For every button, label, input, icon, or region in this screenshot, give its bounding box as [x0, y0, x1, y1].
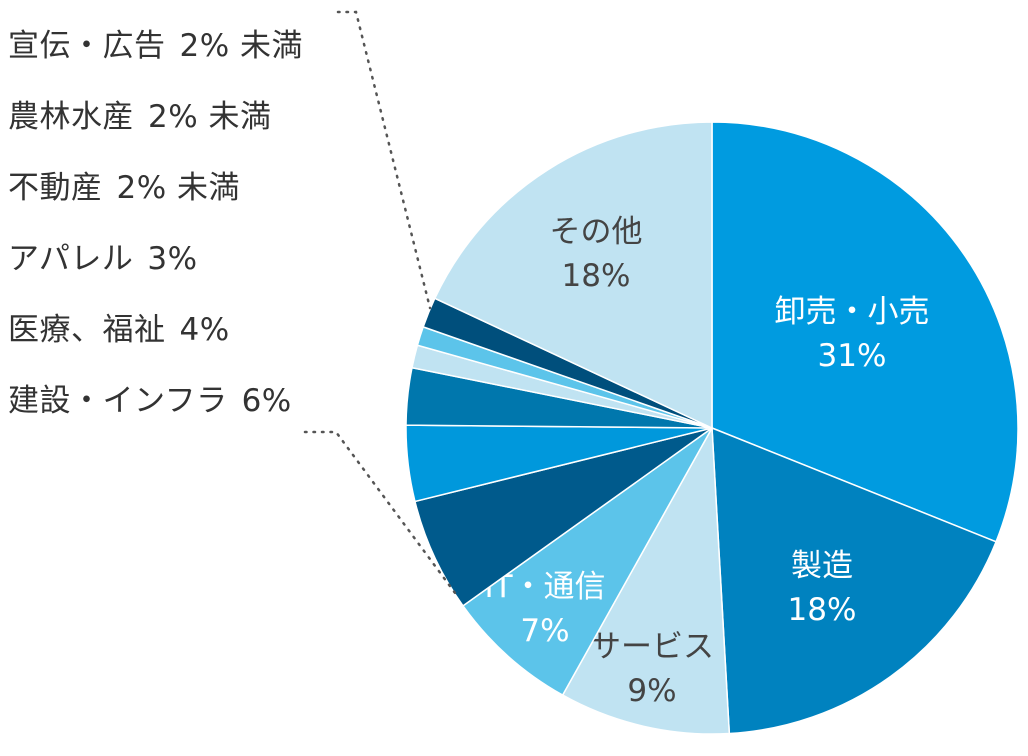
side-legend-item: 宣伝・広告 2% 未満	[8, 20, 303, 65]
slice-label: 製造 18%	[788, 548, 857, 628]
side-legend-value: 6%	[241, 383, 292, 419]
pie-slice	[461, 427, 713, 697]
slice-label-value: 9%	[627, 673, 676, 709]
side-legend-name: アパレル	[8, 241, 134, 277]
side-legend-item: 医療、福祉 4%	[8, 304, 230, 349]
slice-label-value: 7%	[520, 613, 569, 649]
pie-slice	[561, 425, 731, 735]
side-legend-name: 不動産	[8, 170, 103, 206]
side-legend-value: 2% 未満	[116, 170, 241, 206]
slice-label: サービス 9%	[590, 629, 714, 709]
slice-label-value: 18%	[562, 258, 631, 294]
leader-line	[336, 10, 432, 310]
pie-slice	[711, 426, 998, 735]
side-legend-item: 不動産 2% 未満	[8, 162, 240, 207]
slice-label-name: 製造	[791, 548, 853, 584]
slice-label-name: サービス	[590, 629, 714, 665]
side-legend-item: 建設・インフラ 6%	[8, 375, 292, 420]
side-legend-item: 農林水産 2% 未満	[8, 91, 272, 136]
slice-label: その他 18%	[550, 214, 643, 294]
slice-label-value: 31%	[818, 338, 887, 374]
slice-label-name: 卸売・小売	[775, 294, 930, 330]
side-legend-name: 医療、福祉	[8, 312, 166, 348]
slice-label-value: 18%	[788, 592, 857, 628]
side-legend-name: 農林水産	[8, 99, 134, 135]
slice-label: 卸売・小売 31%	[775, 294, 930, 374]
side-legend-value: 2% 未満	[148, 99, 272, 135]
side-legend-name: 建設・インフラ	[8, 383, 228, 419]
side-legend-name: 宣伝・広告	[8, 28, 166, 64]
side-legend-value: 3%	[147, 241, 198, 277]
slice-label-name: その他	[550, 214, 643, 250]
leader-line	[303, 430, 460, 599]
side-legend-item: アパレル 3%	[8, 233, 198, 278]
side-legend-value: 2% 未満	[179, 28, 304, 64]
pie-slice	[433, 121, 713, 430]
pie-slice	[711, 121, 1019, 543]
side-legend-value: 4%	[179, 312, 230, 348]
